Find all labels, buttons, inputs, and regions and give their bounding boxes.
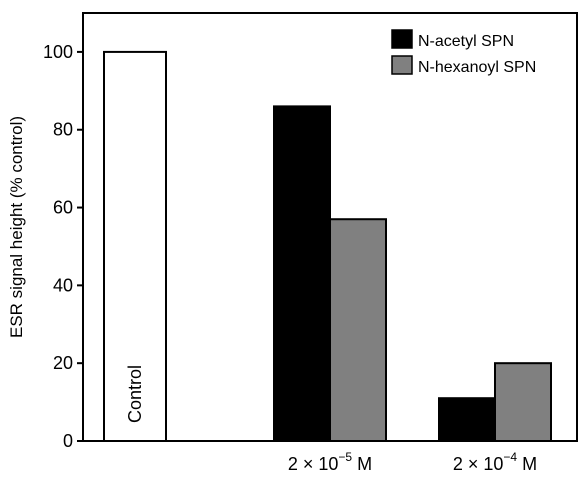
legend: N-acetyl SPN N-hexanoyl SPN — [391, 29, 536, 76]
bar-hexanoyl-1 — [329, 218, 387, 442]
y-axis-title: ESR signal height (% control) — [7, 116, 26, 338]
bar-control-label: Control — [125, 365, 145, 423]
x-category-base: 2 × 10 — [453, 454, 504, 473]
bar-acetyl-1 — [273, 105, 331, 443]
y-tick-label: 20 — [53, 353, 73, 373]
y-tick-label: 100 — [43, 42, 73, 62]
bars-layer: Control — [103, 50, 552, 443]
legend-swatch — [391, 55, 413, 75]
legend-swatch — [391, 29, 413, 49]
x-category-label: 2 × 10−5 M — [288, 450, 372, 473]
y-tick-label: 80 — [53, 120, 73, 140]
legend-label: N-acetyl SPN — [418, 33, 514, 50]
x-category-label: 2 × 10−4 M — [453, 450, 537, 473]
x-category-exponent: −5 — [338, 450, 352, 464]
y-tick-label: 0 — [63, 431, 73, 451]
y-tick-label: 40 — [53, 275, 73, 295]
bar-acetyl-2 — [438, 397, 496, 443]
x-category-exponent: −4 — [503, 450, 517, 464]
bar-hexanoyl-2 — [494, 362, 552, 443]
y-tick-label: 60 — [53, 198, 73, 218]
x-category-unit: M — [517, 454, 537, 473]
bar-control — [103, 50, 167, 443]
x-category-base: 2 × 10 — [288, 454, 339, 473]
legend-label: N-hexanoyl SPN — [418, 59, 536, 76]
x-category-unit: M — [352, 454, 372, 473]
